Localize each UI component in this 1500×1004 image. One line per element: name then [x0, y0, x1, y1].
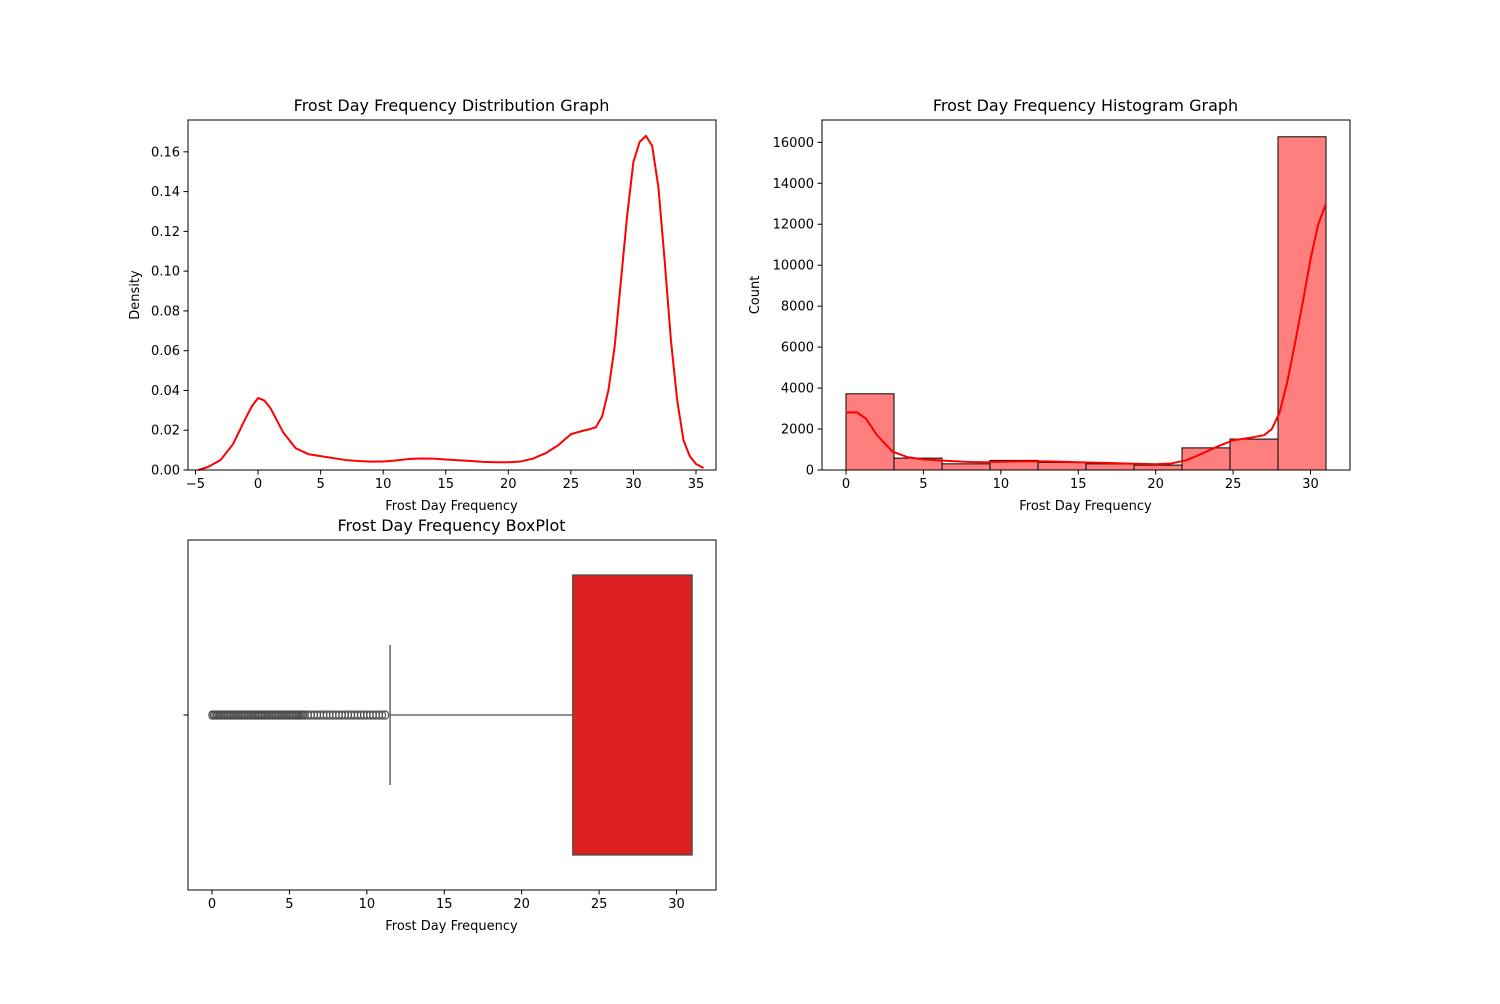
boxplot-x-tick-label: 25	[591, 897, 608, 912]
boxplot-outlier-point	[378, 710, 387, 720]
histogram-x-tick-label: 25	[1225, 477, 1242, 492]
boxplot-x-tick-label: 15	[436, 897, 453, 912]
boxplot-x-tick-label: 10	[359, 897, 376, 912]
kde-y-tick-label: 0.02	[151, 424, 180, 439]
boxplot-x-axis-label: Frost Day Frequency	[385, 919, 518, 934]
kde-x-axis-label: Frost Day Frequency	[385, 499, 518, 514]
kde-y-tick-label: 0.04	[151, 384, 180, 399]
histogram-bar	[1133, 464, 1183, 471]
boxplot-x-tick-label: 5	[285, 897, 293, 912]
histogram-x-ticks: 0 5 10 15 20 25 30	[842, 470, 1319, 492]
histogram-y-axis-label: Count	[748, 276, 763, 315]
histogram-x-tick-label: 20	[1147, 477, 1164, 492]
boxplot-x-tick-label: 30	[668, 897, 685, 912]
histogram-y-tick-label: 2000	[781, 423, 814, 438]
histogram-y-tick-label: 8000	[781, 300, 814, 315]
histogram-x-tick-label: 10	[993, 477, 1010, 492]
histogram-bar	[941, 463, 991, 471]
histogram-bar	[1085, 463, 1135, 471]
kde-x-tick-label: 5	[316, 477, 324, 492]
boxplot-x-tick-label: 0	[208, 897, 216, 912]
histogram-y-tick-label: 14000	[773, 177, 814, 192]
histogram-y-tick-label: 16000	[773, 136, 814, 151]
kde-y-tick-label: 0.06	[151, 344, 180, 359]
boxplot-x-tick-label: 20	[513, 897, 530, 912]
kde-y-tick-label: 0.14	[151, 185, 180, 200]
kde-x-tick-label: 10	[375, 477, 392, 492]
boxplot-x-ticks: 0 5 10 15 20 25 30	[208, 890, 685, 912]
histogram-x-tick-label: 30	[1302, 477, 1319, 492]
boxplot-panel: Frost Day Frequency BoxPlot 0 5 10 15 20 25 30…	[183, 516, 717, 934]
histogram-axes-frame	[821, 119, 1351, 471]
histogram-x-tick-label: 5	[919, 477, 927, 492]
kde-y-tick-label: 0.00	[151, 464, 180, 479]
histogram-x-tick-label: 0	[842, 477, 850, 492]
kde-y-tick-label: 0.08	[151, 304, 180, 319]
histogram-y-tick-label: 0	[806, 464, 814, 479]
kde-x-ticks: −5 0 5 10 15 20 25 30 35	[186, 470, 704, 492]
kde-title: Frost Day Frequency Distribution Graph	[294, 96, 610, 115]
boxplot-plot-area	[208, 574, 693, 856]
histogram-kde-line	[845, 203, 1327, 466]
kde-x-tick-label: 15	[437, 477, 454, 492]
kde-x-tick-label: 30	[625, 477, 642, 492]
histogram-title: Frost Day Frequency Histogram Graph	[933, 96, 1238, 115]
histogram-panel: Frost Day Frequency Histogram Graph 0 5 10…	[748, 96, 1351, 514]
histogram-y-tick-label: 6000	[781, 341, 814, 356]
kde-x-tick-label: −5	[186, 477, 205, 492]
kde-x-tick-label: 25	[563, 477, 580, 492]
boxplot-title: Frost Day Frequency BoxPlot	[337, 516, 565, 535]
histogram-y-tick-label: 4000	[781, 382, 814, 397]
histogram-x-axis-label: Frost Day Frequency	[1019, 499, 1152, 514]
kde-x-tick-label: 0	[254, 477, 262, 492]
kde-panel: Frost Day Frequency Distribution Graph −…	[128, 96, 717, 514]
kde-density-line	[197, 134, 704, 471]
kde-plot-area	[197, 134, 704, 471]
kde-y-tick-label: 0.12	[151, 225, 180, 240]
kde-y-ticks: 0.00 0.02 0.04 0.06 0.08 0.10 0.12 0.14 0.16	[151, 145, 188, 479]
boxplot-outlier-point	[381, 710, 390, 720]
kde-y-axis-label: Density	[128, 270, 143, 320]
histogram-bar	[1229, 438, 1279, 471]
histogram-y-ticks: 0 2000 4000 6000 8000 10000 12000 14000 16000	[773, 136, 822, 479]
kde-x-tick-label: 35	[688, 477, 705, 492]
histogram-plot-area	[845, 136, 1327, 471]
histogram-bar	[1037, 461, 1087, 471]
kde-axes-frame	[187, 119, 717, 471]
boxplot-box	[572, 574, 693, 856]
kde-x-tick-label: 20	[500, 477, 517, 492]
histogram-y-tick-label: 10000	[773, 259, 814, 274]
histogram-y-tick-label: 12000	[773, 218, 814, 233]
kde-y-tick-label: 0.10	[151, 265, 180, 280]
kde-y-tick-label: 0.16	[151, 145, 180, 160]
histogram-x-tick-label: 15	[1070, 477, 1087, 492]
histogram-bar	[845, 393, 895, 471]
